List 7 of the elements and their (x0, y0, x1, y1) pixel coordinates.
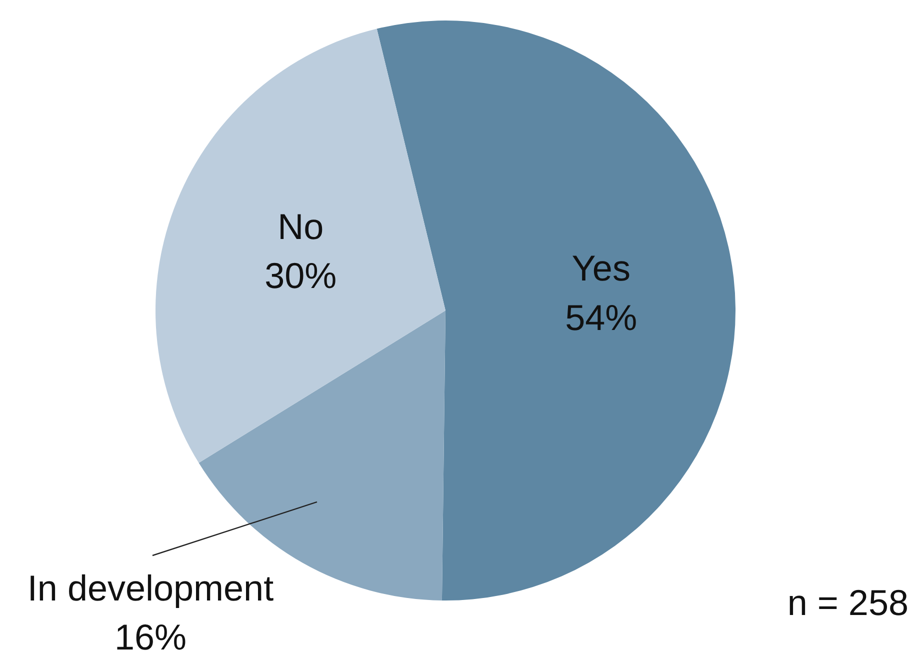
slice-label: In development (27, 567, 274, 608)
data-label: 30% (264, 255, 337, 296)
slice-label: No (278, 206, 324, 247)
data-label: 16% (114, 616, 187, 658)
slice-label: Yes (572, 248, 630, 289)
data-label: 54% (565, 296, 638, 338)
text: n = 258 (787, 582, 909, 623)
